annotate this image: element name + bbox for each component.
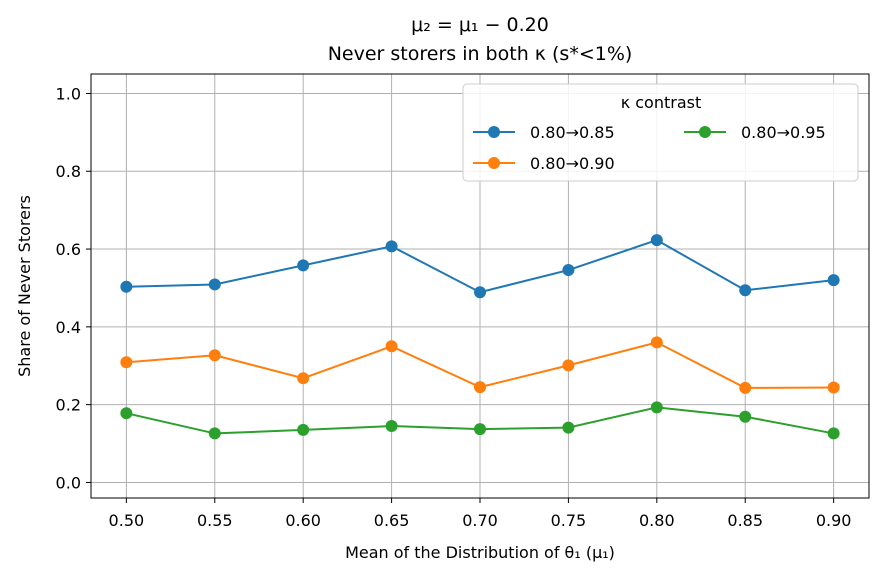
data-point bbox=[208, 349, 221, 362]
legend-entries: 0.80→0.85 0.80→0.90 0.80→0.95 bbox=[473, 123, 826, 173]
data-point bbox=[827, 381, 840, 394]
data-point bbox=[385, 240, 398, 253]
data-point bbox=[650, 336, 663, 349]
data-point bbox=[827, 427, 840, 440]
data-point bbox=[474, 286, 486, 299]
legend-marker bbox=[699, 126, 711, 138]
data-point bbox=[474, 423, 486, 436]
data-point bbox=[297, 259, 310, 272]
series-2 bbox=[120, 336, 840, 394]
data-point bbox=[562, 359, 575, 372]
series-1 bbox=[120, 234, 840, 299]
x-tick-label: 0.80 bbox=[639, 511, 675, 530]
data-point bbox=[120, 356, 133, 369]
data-point bbox=[208, 427, 221, 440]
data-point bbox=[120, 407, 133, 420]
series-3 bbox=[120, 401, 840, 440]
legend-label: 0.80→0.85 bbox=[530, 123, 615, 142]
y-tick-label: 0.0 bbox=[56, 473, 81, 492]
legend-marker bbox=[488, 157, 500, 169]
y-tick-label: 0.2 bbox=[56, 396, 81, 415]
chart-title-line-1: μ₂ = μ₁ − 0.20 bbox=[411, 14, 549, 36]
legend-title: κ contrast bbox=[621, 93, 702, 112]
y-axis-label: Share of Never Storers bbox=[15, 195, 34, 377]
data-point bbox=[474, 381, 486, 394]
x-tick-label: 0.85 bbox=[727, 511, 763, 530]
data-point bbox=[297, 372, 310, 385]
x-tick-label: 0.55 bbox=[197, 511, 233, 530]
data-point bbox=[739, 284, 752, 297]
legend-marker bbox=[488, 126, 500, 138]
legend-label: 0.80→0.90 bbox=[530, 154, 615, 173]
legend-entry-1: 0.80→0.85 bbox=[473, 123, 615, 142]
x-tick-label: 0.90 bbox=[816, 511, 852, 530]
data-point bbox=[739, 381, 752, 394]
data-point bbox=[650, 234, 663, 247]
y-tick-label: 0.8 bbox=[56, 162, 81, 181]
legend-entry-3: 0.80→0.95 bbox=[684, 123, 826, 142]
x-tick-label: 0.70 bbox=[462, 511, 498, 530]
data-point bbox=[385, 340, 398, 353]
data-point bbox=[827, 274, 840, 287]
data-point bbox=[739, 410, 752, 423]
data-point bbox=[562, 421, 575, 434]
data-point bbox=[297, 423, 310, 436]
legend-label: 0.80→0.95 bbox=[741, 123, 826, 142]
x-tick-label: 0.65 bbox=[374, 511, 410, 530]
x-tick-label: 0.60 bbox=[285, 511, 321, 530]
data-point bbox=[562, 264, 575, 277]
x-axis-label: Mean of the Distribution of θ₁ (μ₁) bbox=[345, 543, 615, 562]
y-tick-label: 1.0 bbox=[56, 84, 81, 103]
legend-box bbox=[462, 83, 859, 182]
data-point bbox=[385, 420, 398, 433]
y-tick-label: 0.6 bbox=[56, 240, 81, 259]
series-layer bbox=[120, 234, 840, 440]
legend: κ contrast 0.80→0.85 0.80→0.90 0.80→0.95 bbox=[462, 83, 859, 182]
legend-entry-2: 0.80→0.90 bbox=[473, 154, 615, 173]
x-tick-label: 0.50 bbox=[109, 511, 145, 530]
data-point bbox=[208, 278, 221, 291]
data-point bbox=[650, 401, 663, 414]
chart-title-line-2: Never storers in both κ (s*<1%) bbox=[328, 43, 633, 65]
y-tick-label: 0.4 bbox=[56, 318, 81, 337]
data-point bbox=[120, 280, 133, 293]
axis-ticks: 0.50 0.55 0.60 0.65 0.70 0.75 0.80 0.85 0.90 0.0 0… bbox=[56, 84, 852, 530]
x-tick-label: 0.75 bbox=[551, 511, 587, 530]
